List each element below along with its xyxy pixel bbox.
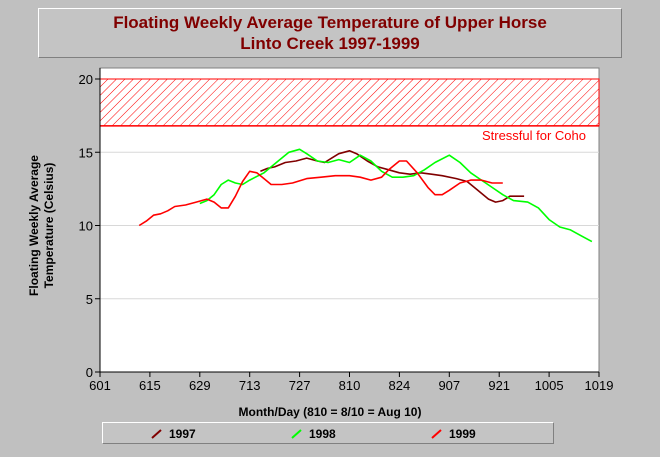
x-tick-label-810: 810 (339, 378, 361, 393)
threshold-label: Stressful for Coho (482, 128, 586, 143)
legend-swatch-1998 (291, 429, 302, 439)
legend-label-1998: 1998 (309, 427, 336, 441)
legend: 1997 1998 1999 (102, 422, 554, 444)
y-tick-label-5: 5 (86, 292, 93, 307)
x-tick-label-921: 921 (488, 378, 510, 393)
x-tick-label-907: 907 (438, 378, 460, 393)
y-tick-label-20: 20 (79, 72, 93, 87)
x-tick-label-1005: 1005 (535, 378, 564, 393)
chart-title-box: Floating Weekly Average Temperature of U… (38, 8, 622, 58)
chart-title-line-2: Linto Creek 1997-1999 (240, 34, 420, 53)
legend-label-1997: 1997 (169, 427, 196, 441)
threshold-band (99, 78, 600, 127)
x-tick-label-615: 615 (139, 378, 161, 393)
x-tick-label-629: 629 (189, 378, 211, 393)
chart-title-line-1: Floating Weekly Average Temperature of U… (113, 13, 547, 32)
x-tick-label-601: 601 (89, 378, 111, 393)
legend-label-1999: 1999 (449, 427, 476, 441)
legend-swatch-1999 (431, 429, 442, 439)
x-tick-label-1019: 1019 (585, 378, 614, 393)
y-tick-label-10: 10 (79, 219, 93, 234)
series-line-1998 (199, 148, 593, 243)
x-tick-label-713: 713 (239, 378, 261, 393)
chart-area: Stressful for Coho 0 5 10 15 20 601 615 629 713 7… (27, 67, 614, 393)
x-tick-label-824: 824 (389, 378, 411, 393)
y-tick-label-15: 15 (79, 145, 93, 160)
y-axis-label-line-2: Temperature (Celsius) (42, 163, 56, 289)
y-tick-label-0: 0 (86, 365, 93, 380)
series-line-1999 (138, 160, 503, 227)
legend-swatch-1997 (151, 429, 162, 439)
x-tick-label-727: 727 (289, 378, 311, 393)
y-axis-label-line-1: Floating Weekly Average (27, 155, 41, 296)
x-axis-label: Month/Day (810 = 8/10 = Aug 10) (238, 405, 422, 419)
